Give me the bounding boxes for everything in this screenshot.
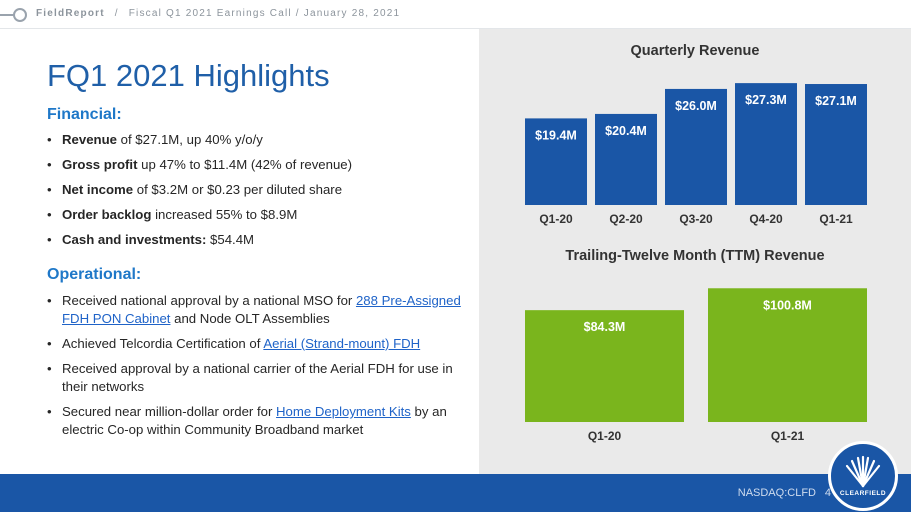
ttm-chart-title: Trailing-Twelve Month (TTM) Revenue	[565, 248, 825, 264]
item-text: up 47% to $11.4M (42% of revenue)	[137, 157, 353, 172]
chart-bar	[525, 310, 684, 422]
list-item: Received approval by a national carrier …	[47, 360, 467, 396]
chart-bar	[595, 113, 657, 205]
item-bold: Order backlog	[62, 207, 152, 222]
chart-bar	[708, 288, 867, 422]
item-text: of $27.1M, up 40% y/o/y	[116, 132, 263, 147]
slide-header: FieldReport / Fiscal Q1 2021 Earnings Ca…	[0, 0, 911, 30]
x-tick-label: Q1-21	[771, 429, 805, 443]
charts-panel: Quarterly Revenue Trailing-Twelve Month …	[479, 29, 911, 474]
item-text: Received approval by a national carrier …	[62, 361, 453, 394]
list-item: Received national approval by a national…	[47, 292, 467, 328]
charts-svg: $19.4M Q1-20 $20.4M Q2-20 $26.0M Q3-20 $27.3M Q…	[525, 83, 867, 443]
header-breadcrumb: FieldReport / Fiscal Q1 2021 Earnings Ca…	[36, 8, 400, 19]
list-item: Cash and investments: $54.4M	[47, 231, 467, 249]
chart-bar	[665, 88, 727, 205]
item-text: and Node OLT Assemblies	[170, 311, 330, 326]
bar-data-label: $84.3M	[584, 320, 626, 334]
list-item: Order backlog increased 55% to $8.9M	[47, 206, 467, 224]
item-bold: Net income	[62, 182, 134, 197]
page-title: FQ1 2021 Highlights	[47, 58, 330, 93]
ticker-text: NASDAQ:CLFD	[737, 487, 816, 499]
operational-list: Received national approval by a national…	[47, 292, 467, 446]
list-item: Gross profit up 47% to $11.4M (42% of re…	[47, 156, 467, 174]
item-text: increased 55% to $8.9M	[151, 207, 298, 222]
clearfield-logo: CLEARFIELD	[828, 441, 898, 511]
header-line	[0, 14, 14, 16]
slide-footer: NASDAQ:CLFD 4	[0, 474, 911, 512]
x-tick-label: Q3-20	[679, 212, 713, 226]
x-tick-label: Q1-20	[539, 212, 573, 226]
item-text: $54.4M	[206, 232, 255, 247]
x-tick-label: Q1-21	[819, 212, 853, 226]
pon-cabinet-link[interactable]: 288 Pre-Assigned FDH PON Cabinet	[62, 293, 461, 326]
item-text: by an electric Co-op within Community Br…	[62, 404, 447, 437]
item-bold: Gross profit	[62, 157, 138, 172]
header-circle-icon	[13, 8, 27, 22]
logo-wordmark: CLEARFIELD	[839, 490, 887, 497]
chart-bar	[735, 83, 797, 205]
aerial-fdh-link[interactable]: Aerial (Strand-mount) FDH	[263, 336, 421, 351]
quarterly-chart-title: Quarterly Revenue	[630, 43, 760, 59]
item-text: Received national approval by a national…	[62, 293, 356, 308]
financial-heading: Financial:	[47, 106, 122, 123]
list-item: Net income of $3.2M or $0.23 per diluted…	[47, 181, 467, 199]
item-text: of $3.2M or $0.23 per diluted share	[133, 182, 343, 197]
list-item: Secured near million-dollar order for Ho…	[47, 403, 467, 439]
home-deployment-kits-link[interactable]: Home Deployment Kits	[276, 404, 411, 419]
x-tick-label: Q1-20	[588, 429, 622, 443]
bar-data-label: $27.3M	[745, 93, 787, 107]
x-tick-label: Q4-20	[749, 212, 783, 226]
item-bold: Cash and investments:	[62, 232, 207, 247]
financial-list: Revenue of $27.1M, up 40% y/o/y Gross pr…	[47, 131, 467, 256]
operational-heading: Operational:	[47, 266, 142, 283]
bar-data-label: $26.0M	[675, 99, 717, 113]
x-tick-label: Q2-20	[609, 212, 643, 226]
page-number: 4	[824, 487, 831, 499]
item-bold: Revenue	[62, 132, 117, 147]
list-item: Achieved Telcordia Certification of Aeri…	[47, 335, 467, 353]
shell-icon	[845, 455, 881, 488]
chart-bar	[525, 118, 587, 205]
header-divider	[0, 28, 911, 29]
bar-data-label: $20.4M	[605, 124, 647, 138]
list-item: Revenue of $27.1M, up 40% y/o/y	[47, 131, 467, 149]
item-text: Achieved Telcordia Certification of	[62, 336, 264, 351]
item-text: Secured near million-dollar order for	[62, 404, 277, 419]
bar-data-label: $19.4M	[535, 128, 577, 142]
bar-data-label: $27.1M	[815, 94, 857, 108]
header-brand: FieldReport	[36, 8, 105, 19]
bar-data-label: $100.8M	[763, 298, 812, 312]
header-subtitle: Fiscal Q1 2021 Earnings Call / January 2…	[128, 8, 401, 19]
header-separator: /	[114, 8, 119, 19]
chart-bar	[805, 84, 867, 205]
